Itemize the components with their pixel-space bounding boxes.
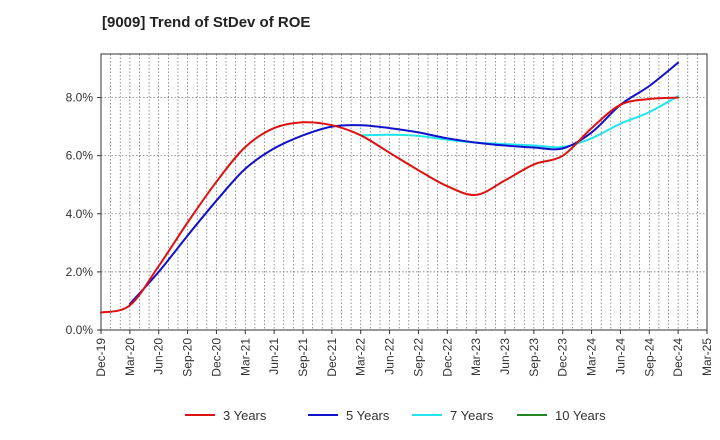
series-line-7-years <box>359 95 680 149</box>
y-tick-label: 4.0% <box>66 207 94 221</box>
legend: 3 Years 5 Years 7 Years 10 Years <box>185 408 606 423</box>
x-tick-label: Mar-21 <box>238 338 252 376</box>
x-tick-label: Mar-22 <box>354 338 368 376</box>
x-tick-label: Dec-23 <box>556 338 570 377</box>
x-tick-label: Sep-21 <box>296 338 310 377</box>
x-tick-label: Sep-22 <box>411 338 425 377</box>
x-tick-label: Jun-21 <box>267 338 281 375</box>
y-tick-label: 0.0% <box>66 323 94 337</box>
x-tick-label: Jun-20 <box>152 338 166 375</box>
plot-area <box>100 53 708 331</box>
axes: Dec-19 Mar-20 Jun-20 Sep-20 Dec-20 Mar-21 Jun-… <box>66 91 714 377</box>
x-tick-label: Jun-22 <box>383 338 397 375</box>
x-tick-label: Sep-24 <box>642 338 656 377</box>
y-tick-label: 8.0% <box>66 91 94 105</box>
x-tick-label: Jun-24 <box>613 338 627 375</box>
series-line-3-years <box>100 96 680 314</box>
series-layer <box>100 61 680 314</box>
x-tick-label: Mar-25 <box>700 338 714 376</box>
x-tick-label: Dec-24 <box>671 338 685 377</box>
x-tick-label: Dec-20 <box>209 338 223 377</box>
x-tick-label: Mar-20 <box>123 338 137 376</box>
x-tick-label: Dec-19 <box>94 338 108 377</box>
x-tick-label: Dec-22 <box>440 338 454 377</box>
y-tick-label: 2.0% <box>66 265 94 279</box>
x-tick-label: Jun-23 <box>498 338 512 375</box>
series-line-5-years <box>128 61 680 305</box>
legend-label: 10 Years <box>555 408 606 423</box>
x-tick-label: Mar-24 <box>585 338 599 376</box>
x-tick-label: Sep-20 <box>181 338 195 377</box>
legend-label: 7 Years <box>450 408 494 423</box>
x-tick-label: Sep-23 <box>527 338 541 377</box>
legend-label: 3 Years <box>223 408 267 423</box>
x-tick-label: Mar-23 <box>469 338 483 376</box>
y-tick-label: 6.0% <box>66 149 94 163</box>
grid <box>101 54 707 330</box>
x-tick-label: Dec-21 <box>325 338 339 377</box>
legend-label: 5 Years <box>346 408 390 423</box>
chart-title: [9009] Trend of StDev of ROE <box>102 14 311 31</box>
